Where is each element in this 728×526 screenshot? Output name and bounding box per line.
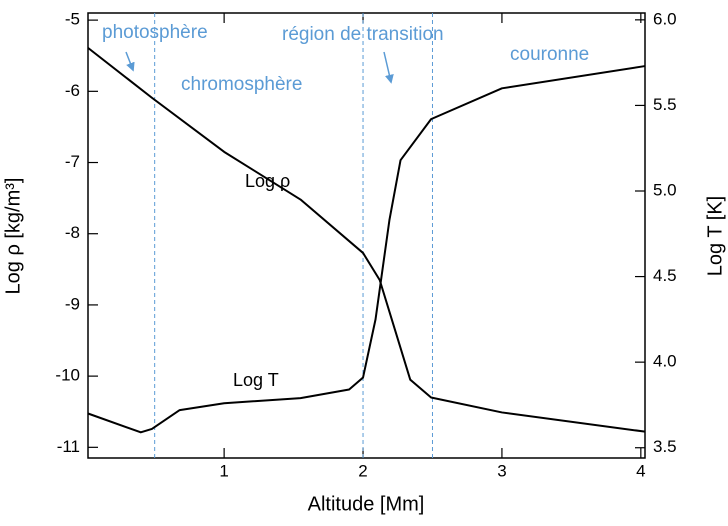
- plot-frame: [87, 12, 646, 459]
- x-tick-label: 1: [219, 461, 228, 480]
- series-line: [87, 47, 646, 433]
- annotation: couronne: [510, 44, 589, 65]
- y-tick-label: -8: [65, 223, 80, 242]
- y-tick-label: -7: [65, 152, 80, 171]
- arrow: [383, 51, 394, 84]
- y-tick-label: -6: [65, 81, 80, 100]
- arrow: [125, 51, 135, 72]
- y2-tick-label: 4.0: [653, 352, 677, 371]
- series-line: [87, 65, 646, 434]
- y2-tick-label: 5.0: [653, 180, 677, 199]
- annotation: chromosphère: [181, 74, 302, 95]
- x-tick-label: 4: [636, 461, 645, 480]
- y-axis-label: Log ρ [kg/m³]: [2, 178, 24, 295]
- y-tick-label: -5: [65, 10, 80, 29]
- series-label: Log T: [233, 370, 279, 390]
- x-tick-label: 2: [358, 461, 367, 480]
- annotation: photosphère: [102, 22, 208, 43]
- y-tick-label: -9: [65, 294, 80, 313]
- y2-tick-label: 5.5: [653, 95, 677, 114]
- y-tick-label: -11: [57, 437, 80, 456]
- y2-tick-label: 4.5: [653, 266, 677, 285]
- y2-tick-label: 3.5: [653, 437, 677, 456]
- y2-axis-label: Log T [K]: [704, 196, 726, 276]
- y2-tick-label: 6.0: [653, 9, 677, 28]
- x-axis-label: Altitude [Mm]: [308, 493, 425, 515]
- y-tick-label: -10: [55, 366, 80, 385]
- x-tick-label: 3: [497, 461, 506, 480]
